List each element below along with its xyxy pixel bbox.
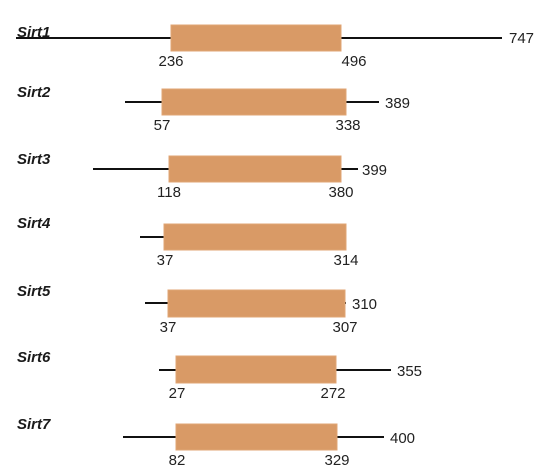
domain-start-label-sirt3: 118 bbox=[157, 184, 181, 201]
protein-name-sirt4: Sirt4 bbox=[17, 215, 51, 232]
protein-row-sirt6: Sirt6 27 272 355 bbox=[17, 349, 422, 402]
domain-box-sirt5 bbox=[167, 289, 346, 318]
domain-box-sirt7 bbox=[175, 423, 338, 451]
domain-box-sirt2 bbox=[161, 88, 347, 116]
length-label-sirt1: 747 bbox=[509, 30, 534, 47]
protein-row-sirt7: Sirt7 82 329 400 bbox=[17, 416, 415, 469]
protein-name-sirt6: Sirt6 bbox=[17, 349, 51, 366]
length-label-sirt6: 355 bbox=[397, 363, 422, 380]
domain-end-label-sirt3: 380 bbox=[328, 184, 353, 201]
domain-start-label-sirt6: 27 bbox=[169, 385, 186, 402]
length-label-sirt3: 399 bbox=[362, 162, 387, 179]
domain-end-label-sirt2: 338 bbox=[335, 117, 360, 134]
domain-start-label-sirt5: 37 bbox=[160, 319, 177, 336]
domain-start-label-sirt1: 236 bbox=[158, 53, 183, 70]
domain-end-label-sirt7: 329 bbox=[324, 452, 349, 469]
protein-name-sirt2: Sirt2 bbox=[17, 84, 51, 101]
domain-end-label-sirt4: 314 bbox=[333, 252, 358, 269]
domain-end-label-sirt1: 496 bbox=[341, 53, 366, 70]
protein-name-sirt1: Sirt1 bbox=[17, 24, 50, 41]
domain-end-label-sirt5: 307 bbox=[332, 319, 357, 336]
length-label-sirt7: 400 bbox=[390, 430, 415, 447]
protein-row-sirt2: Sirt2 57 338 389 bbox=[17, 84, 410, 134]
protein-name-sirt3: Sirt3 bbox=[17, 151, 51, 168]
domain-start-label-sirt4: 37 bbox=[157, 252, 174, 269]
protein-row-sirt1: Sirt1 236 496 747 bbox=[16, 24, 534, 70]
protein-row-sirt3: Sirt3 118 380 399 bbox=[17, 151, 387, 201]
length-label-sirt2: 389 bbox=[385, 95, 410, 112]
length-label-sirt5: 310 bbox=[352, 296, 377, 313]
domain-end-label-sirt6: 272 bbox=[320, 385, 345, 402]
domain-start-label-sirt2: 57 bbox=[154, 117, 171, 134]
protein-name-sirt7: Sirt7 bbox=[17, 416, 51, 433]
domain-box-sirt3 bbox=[168, 155, 342, 183]
domain-box-sirt1 bbox=[170, 24, 342, 52]
domain-box-sirt6 bbox=[175, 355, 337, 384]
protein-name-sirt5: Sirt5 bbox=[17, 283, 51, 300]
domain-start-label-sirt7: 82 bbox=[169, 452, 186, 469]
protein-row-sirt4: Sirt4 37 314 bbox=[17, 215, 359, 269]
protein-row-sirt5: Sirt5 37 307 310 bbox=[17, 283, 377, 336]
domain-box-sirt4 bbox=[163, 223, 347, 251]
